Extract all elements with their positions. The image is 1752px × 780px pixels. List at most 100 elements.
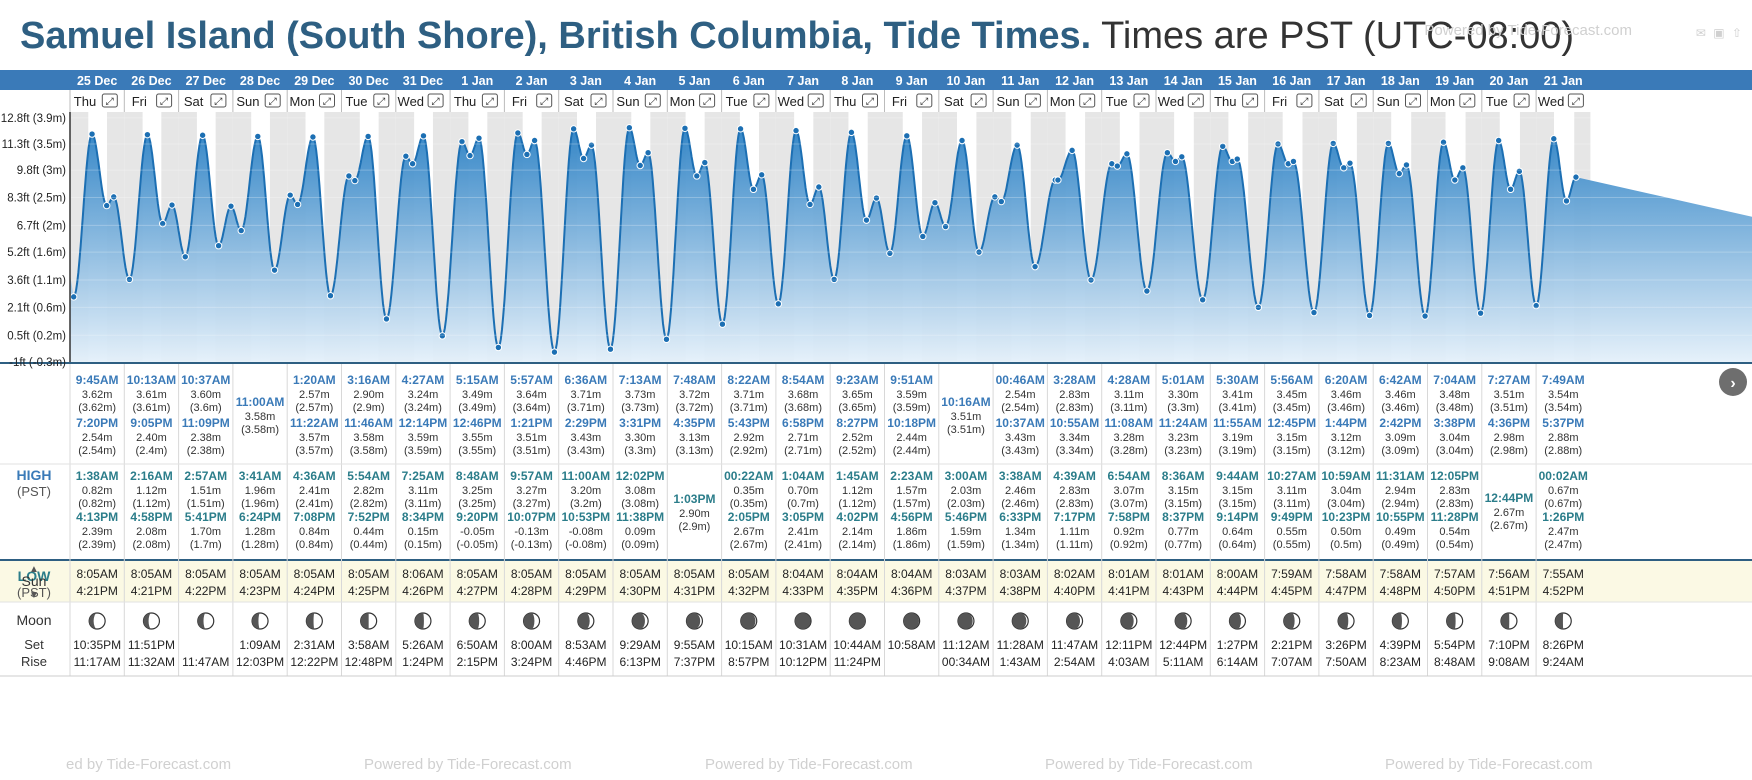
- sunrise-time: 8:05AM: [728, 567, 769, 581]
- tide-height-paren: (-0.08m): [565, 539, 607, 551]
- tide-height-paren: (2.83m): [1056, 402, 1094, 414]
- low-tide-time: 9:49PM: [1271, 510, 1313, 524]
- weekday-label: Wed: [1158, 94, 1185, 109]
- moon-shadow: [1066, 613, 1080, 629]
- tide-height: 3.58m: [353, 432, 384, 444]
- tide-height: 3.19m: [1222, 432, 1253, 444]
- tide-height: 3.58m: [245, 411, 276, 423]
- high-tide-time: 00:46AM: [996, 373, 1045, 387]
- moon-shadow: [849, 613, 866, 629]
- tide-height-paren: (2.52m): [838, 445, 876, 457]
- tide-height: 2.83m: [1059, 485, 1090, 497]
- tide-height: 3.15m: [1168, 485, 1199, 497]
- high-tide-time: 9:45AM: [76, 373, 119, 387]
- tide-point: [1031, 262, 1039, 271]
- tide-height: 3.64m: [516, 389, 547, 401]
- low-tide-time: 10:55PM: [1376, 510, 1425, 524]
- tide-height-paren: (3.15m): [1273, 445, 1311, 457]
- sunset-time: 4:30PM: [619, 584, 660, 598]
- moonset-time: 8:26PM: [1543, 638, 1584, 652]
- tide-point: [309, 133, 317, 141]
- tide-height-paren: (3.51m): [513, 445, 551, 457]
- tide-point: [862, 216, 871, 224]
- tide-point: [1340, 164, 1348, 172]
- tide-height: 3.34m: [1059, 432, 1090, 444]
- tide-height-paren: (3.28m): [1110, 445, 1148, 457]
- expand-arrow-icon: ⤢: [540, 97, 548, 108]
- tide-height-paren: (3.15m): [1218, 498, 1256, 510]
- tide-height: 2.54m: [1005, 389, 1036, 401]
- sunset-time: 4:22PM: [185, 584, 226, 598]
- expand-day-icon: [699, 93, 716, 108]
- moonrise-time: 4:46PM: [565, 655, 606, 669]
- sunrise-time: 8:06AM: [402, 567, 443, 581]
- tide-point: [681, 124, 689, 132]
- moonrise-time: 2:15PM: [457, 655, 498, 669]
- tide-height: 2.41m: [788, 526, 819, 538]
- moonset-time: 6:50AM: [457, 638, 498, 652]
- high-tide-time: 5:43PM: [728, 416, 770, 430]
- tide-point: [1310, 308, 1318, 317]
- sunset-time: 4:29PM: [565, 584, 606, 598]
- moonset-time: 5:54PM: [1434, 638, 1475, 652]
- share-icons[interactable]: ✉ ▣ ⇧: [1695, 26, 1744, 40]
- tide-height-paren: (2.39m): [78, 539, 116, 551]
- date-label: 3 Jan: [570, 74, 602, 88]
- tide-height-paren: (3.3m): [1167, 402, 1199, 414]
- low-tide-time: 4:36AM: [293, 469, 336, 483]
- tide-height: 3.71m: [733, 389, 764, 401]
- low-tide-time: 4:58PM: [130, 510, 172, 524]
- tide-point: [1163, 148, 1172, 157]
- sunrise-time: 8:05AM: [457, 567, 498, 581]
- expand-day-icon: [373, 93, 390, 108]
- weekday-label: Thu: [454, 94, 476, 109]
- expand-day-icon: [427, 93, 444, 108]
- tide-height-paren: (3.59m): [893, 402, 931, 414]
- tide-height-paren: (0.7m): [787, 498, 819, 510]
- tide-height-paren: (3.45m): [1273, 402, 1311, 414]
- scroll-next-button[interactable]: [1719, 368, 1747, 396]
- tide-height-paren: (0.5m): [1330, 539, 1362, 551]
- sunset-time: 4:33PM: [782, 584, 823, 598]
- sunset-time: 4:50PM: [1434, 584, 1475, 598]
- tide-height-paren: (1.59m): [947, 539, 985, 551]
- tide-point: [345, 172, 353, 180]
- low-tide-time: 1:45AM: [836, 469, 879, 483]
- tide-height-paren: (3.68m): [784, 402, 822, 414]
- tide-height: 0.44m: [353, 526, 384, 538]
- tide-height-paren: (-0.05m): [456, 539, 498, 551]
- high-tide-time: 2:42PM: [1379, 416, 1421, 430]
- low-tide-time: 2:23AM: [890, 469, 933, 483]
- high-tide-time: 8:54AM: [782, 373, 825, 387]
- expand-day-icon: [916, 93, 933, 108]
- tide-height: 3.43m: [1005, 432, 1036, 444]
- expand-arrow-icon: ⤢: [1083, 97, 1091, 108]
- high-tide-time: 3:31PM: [619, 416, 661, 430]
- moonset-time: 11:51PM: [128, 638, 175, 652]
- sunrise-time: 8:01AM: [1162, 567, 1203, 581]
- tide-height-paren: (3.61m): [132, 402, 170, 414]
- tide-height-paren: (3.65m): [838, 402, 876, 414]
- moon-shadow: [306, 613, 315, 629]
- weekday-label: Wed: [778, 94, 805, 109]
- tide-height: 1.34m: [1005, 526, 1036, 538]
- moonset-time: 11:28AM: [997, 638, 1044, 652]
- tide-height-paren: (3.49m): [458, 402, 496, 414]
- tide-height: -0.13m: [514, 526, 548, 538]
- tide-point: [1494, 136, 1503, 145]
- tide-point: [110, 193, 118, 201]
- expand-arrow-icon: ⤢: [486, 97, 494, 108]
- sunset-time: 4:23PM: [239, 584, 280, 598]
- sunset-time: 4:47PM: [1325, 584, 1366, 598]
- low-tide-time: 9:14PM: [1216, 510, 1258, 524]
- tide-height-paren: (1.57m): [893, 498, 931, 510]
- sunset-time: 4:51PM: [1488, 584, 1529, 598]
- weekday-label: Sat: [184, 94, 204, 109]
- tide-height-paren: (3.48m): [1436, 402, 1474, 414]
- tide-height-paren: (3.43m): [567, 445, 605, 457]
- expand-arrow-icon: ⤢: [1246, 97, 1254, 108]
- low-tide-time: 7:58PM: [1108, 510, 1150, 524]
- tide-height-paren: (2.9m): [679, 521, 711, 533]
- weekday-label: Tue: [1106, 94, 1128, 109]
- tide-point: [1384, 139, 1393, 148]
